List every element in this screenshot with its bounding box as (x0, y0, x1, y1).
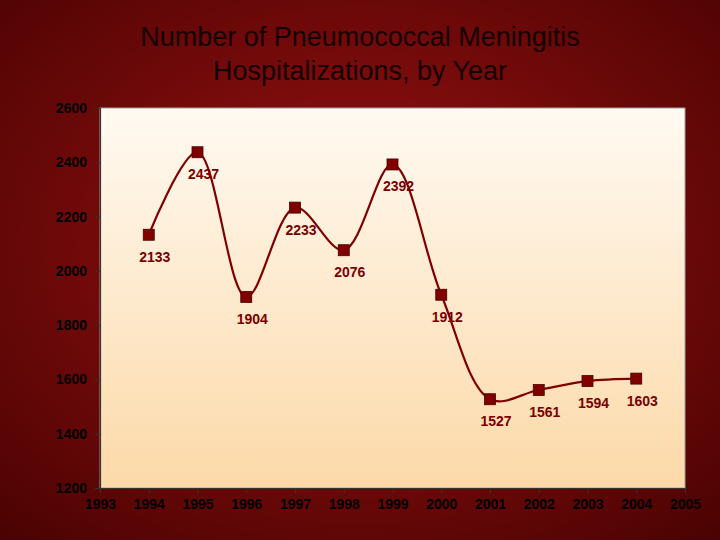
tick-label: 1800 (56, 317, 87, 333)
tick-label: 2600 (56, 100, 87, 116)
tick-mark (393, 488, 394, 493)
tick: 1994 (134, 488, 165, 512)
axis-line (95, 109, 101, 489)
tick-mark (95, 217, 100, 218)
tick: 2002 (524, 488, 555, 512)
chart-svg: Number of Pneumococcal Meningitis Hospita… (0, 0, 720, 540)
data-point (533, 385, 544, 396)
tick-mark (95, 271, 100, 272)
chart-title: Number of Pneumococcal Meningitis Hospita… (140, 22, 580, 86)
data-point (436, 289, 447, 300)
tick: 2001 (475, 488, 506, 512)
tick-mark (539, 488, 540, 493)
data-label: 1527 (480, 413, 511, 429)
tick-label: 1400 (56, 426, 87, 442)
data-label: 1561 (529, 404, 560, 420)
tick-label: 2400 (56, 154, 87, 170)
data-label: 2076 (334, 264, 365, 280)
data-line (149, 152, 637, 401)
tick-label: 2200 (56, 209, 87, 225)
tick-label: 2005 (670, 496, 701, 512)
data-marks (143, 147, 642, 405)
tick-label: 2001 (475, 496, 506, 512)
tick: 1800 (56, 317, 100, 333)
tick-mark (198, 488, 199, 493)
tick-label: 1994 (134, 496, 165, 512)
data-point (338, 245, 349, 256)
tick-label: 2004 (621, 496, 652, 512)
tick-mark (441, 488, 442, 493)
tick: 1200 (56, 480, 100, 496)
tick-label: 2000 (56, 263, 87, 279)
y-axis: 1200 1400 1600 1800 2000 2200 2400 2600 (56, 100, 101, 496)
tick-label: 1200 (56, 480, 87, 496)
data-label: 1603 (627, 393, 658, 409)
tick-mark (344, 488, 345, 493)
tick-mark (95, 434, 100, 435)
data-point (241, 291, 252, 302)
tick-label: 1998 (329, 496, 360, 512)
tick: 1995 (182, 488, 213, 512)
tick: 1993 (85, 488, 116, 512)
tick-label: 1995 (182, 496, 213, 512)
tick-mark (588, 488, 589, 493)
data-labels: 2133 2437 1904 2233 2076 2392 1912 1527 1561 1594… (139, 166, 658, 429)
tick-label: 2000 (426, 496, 457, 512)
data-point (631, 373, 642, 384)
tick-mark (685, 488, 686, 493)
data-point (290, 202, 301, 213)
tick-mark (149, 488, 150, 493)
tick: 1998 (329, 488, 360, 512)
tick-label: 1999 (377, 496, 408, 512)
tick-label: 2003 (572, 496, 603, 512)
tick-label: 2002 (524, 496, 555, 512)
tick-mark (490, 488, 491, 493)
data-label: 1912 (432, 309, 463, 325)
data-point (192, 147, 203, 158)
title-line: Number of Pneumococcal Meningitis (140, 22, 580, 52)
tick-mark (95, 488, 100, 489)
data-point (387, 159, 398, 170)
tick-label: 1997 (280, 496, 311, 512)
tick: 2000 (426, 488, 457, 512)
tick: 1996 (231, 488, 262, 512)
data-label: 2133 (139, 249, 170, 265)
tick: 1600 (56, 371, 100, 387)
tick-label: 1996 (231, 496, 262, 512)
plot-area (100, 108, 685, 488)
data-point (485, 394, 496, 405)
tick-mark (95, 325, 100, 326)
tick: 2200 (56, 209, 100, 225)
data-point (582, 376, 593, 387)
tick-mark (95, 162, 100, 163)
tick-mark (246, 488, 247, 493)
tick-mark (636, 488, 637, 493)
tick: 1400 (56, 426, 100, 442)
tick: 2600 (56, 100, 100, 116)
data-label: 2392 (383, 178, 414, 194)
data-point (143, 229, 154, 240)
data-label: 2437 (188, 166, 219, 182)
tick-label: 1993 (85, 496, 116, 512)
tick: 2005 (670, 488, 701, 512)
tick: 1997 (280, 488, 311, 512)
data-label: 1904 (237, 311, 268, 327)
tick: 2004 (621, 488, 652, 512)
tick-label: 1600 (56, 371, 87, 387)
x-axis: 1993 1994 1995 1996 1997 1998 1999 2000 2001 2002… (85, 488, 701, 512)
data-label: 1594 (578, 395, 609, 411)
tick-mark (95, 379, 100, 380)
data-label: 2233 (285, 222, 316, 238)
tick-mark (95, 108, 100, 109)
tick: 2003 (572, 488, 603, 512)
axis-line (101, 489, 686, 494)
tick: 2000 (56, 263, 100, 279)
tick: 2400 (56, 154, 100, 170)
title-line: Hospitalizations, by Year (213, 56, 507, 86)
tick: 1999 (377, 488, 408, 512)
tick-mark (295, 488, 296, 493)
background (0, 0, 720, 540)
plot: 1993 1994 1995 1996 1997 1998 1999 2000 2001 2002… (56, 100, 701, 512)
